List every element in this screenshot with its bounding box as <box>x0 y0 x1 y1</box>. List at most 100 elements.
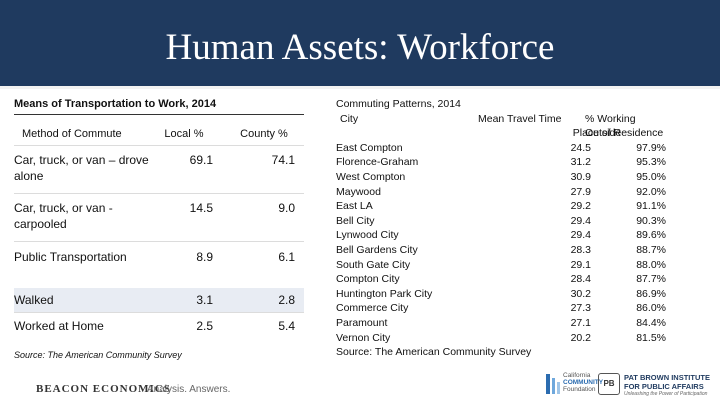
pct-outside-cell: 90.3% <box>636 214 666 227</box>
california-community-foundation-logo: California COMMUNITY Foundation <box>545 372 603 400</box>
row-county-value: 9.0 <box>278 201 295 215</box>
mean-travel-time-cell: 27.3 <box>570 302 591 315</box>
left-table-source: Source: The American Community Survey <box>14 350 182 360</box>
pct-outside-cell: 95.0% <box>636 170 666 183</box>
left-table-title: Means of Transportation to Work, 2014 <box>14 98 304 115</box>
table-row: Florence-Graham 31.2 95.3% <box>336 155 668 170</box>
slide-title: Human Assets: Workforce <box>165 27 555 68</box>
table-row: Lynwood City 29.4 89.6% <box>336 228 668 243</box>
tagline: Analysis. Answers. <box>147 384 231 395</box>
row-label: Worked at Home <box>14 319 104 333</box>
row-local-value: 2.5 <box>196 319 213 333</box>
table-row: West Compton 30.9 95.0% <box>336 170 668 185</box>
right-table-header: City Mean Travel Time % Working Outside <box>336 112 668 140</box>
mean-travel-time-cell: 30.2 <box>570 287 591 300</box>
right-table-source: Source: The American Community Survey <box>336 346 532 359</box>
row-divider <box>14 193 304 194</box>
beacon-economics-logo: BEACON ECONOMICS <box>36 383 171 395</box>
city-cell: Maywood <box>336 185 381 198</box>
pct-outside-cell: 95.3% <box>636 156 666 169</box>
mean-travel-time-cell: 28.3 <box>570 243 591 256</box>
banner-divider <box>0 86 720 89</box>
row-local-value: 3.1 <box>196 293 213 307</box>
pct-outside-cell: 88.7% <box>636 243 666 256</box>
row-band <box>14 288 304 312</box>
pct-outside-cell: 81.5% <box>636 331 666 344</box>
table-row: East Compton 24.5 97.9% <box>336 141 668 156</box>
pct-outside-cell: 84.4% <box>636 316 666 329</box>
city-cell: Lynwood City <box>336 229 399 242</box>
city-cell: West Compton <box>336 170 406 183</box>
header-place-of-residence: Place of Residence <box>572 127 664 140</box>
header-pct-working-outside: % Working Outside <box>585 112 636 140</box>
table-row: Huntington Park City 30.2 86.9% <box>336 287 668 302</box>
mean-travel-time-cell: 29.4 <box>570 229 591 242</box>
mean-travel-time-cell: 24.5 <box>570 141 591 154</box>
row-label: Car, truck, or van - carpooled <box>14 201 113 231</box>
right-table-title: Commuting Patterns, 2014 <box>336 98 461 110</box>
city-cell: Paramount <box>336 316 388 329</box>
pat-brown-logo-mark: PB <box>598 373 620 395</box>
mean-travel-time-cell: 30.9 <box>570 170 591 183</box>
mean-travel-time-cell: 29.2 <box>570 200 591 213</box>
row-label: Public Transportation <box>14 250 127 264</box>
mean-travel-time-cell: 27.9 <box>570 185 591 198</box>
city-cell: South Gate City <box>336 258 411 271</box>
header-method: Method of Commute <box>22 128 122 140</box>
pb-line2: FOR PUBLIC AFFAIRS <box>624 381 704 391</box>
title-banner <box>0 0 720 86</box>
city-cell: East Compton <box>336 141 403 154</box>
header-mean-travel-time: Mean Travel Time <box>478 112 562 125</box>
header-city: City <box>340 112 359 125</box>
table-row: Commerce City 27.3 86.0% <box>336 301 668 316</box>
row-divider <box>14 145 304 146</box>
row-local-value: 14.5 <box>189 201 213 215</box>
pb-line1: PAT BROWN INSTITUTE <box>624 373 710 382</box>
row-label: Walked <box>14 293 54 307</box>
pct-outside-cell: 87.7% <box>636 273 666 286</box>
mean-travel-time-cell: 28.4 <box>570 273 591 286</box>
city-cell: Commerce City <box>336 302 409 315</box>
table-row: Paramount 27.1 84.4% <box>336 316 668 331</box>
city-cell: Huntington Park City <box>336 287 433 300</box>
table-row: East LA 29.2 91.1% <box>336 199 668 214</box>
city-cell: Bell City <box>336 214 375 227</box>
mean-travel-time-cell: 27.1 <box>570 316 591 329</box>
mean-travel-time-cell: 29.4 <box>570 214 591 227</box>
row-local-value: 69.1 <box>189 153 213 167</box>
mean-travel-time-cell: 29.1 <box>570 258 591 271</box>
table-row: Vernon City 20.2 81.5% <box>336 331 668 346</box>
row-county-value: 74.1 <box>271 153 295 167</box>
mean-travel-time-cell: 20.2 <box>570 331 591 344</box>
pct-outside-cell: 86.0% <box>636 302 666 315</box>
right-table-header-sub: Place of Residence <box>336 126 668 141</box>
pct-outside-cell: 89.6% <box>636 229 666 242</box>
pct-outside-cell: 97.9% <box>636 141 666 154</box>
ccf-line2: COMMUNITY <box>563 379 604 386</box>
row-label: Car, truck, or van – drove alone <box>14 153 149 183</box>
table-row: Bell City 29.4 90.3% <box>336 214 668 229</box>
city-cell: Florence-Graham <box>336 156 419 169</box>
row-county-value: 6.1 <box>278 250 295 264</box>
pct-outside-cell: 92.0% <box>636 185 666 198</box>
row-divider <box>14 241 304 242</box>
table-row: South Gate City 29.1 88.0% <box>336 258 668 273</box>
commuting-patterns-table: Commuting Patterns, 2014 City Mean Trave… <box>336 97 668 360</box>
pat-brown-subtitle: Unleashing the Power of Participation <box>624 391 708 397</box>
ccf-mark-icon <box>546 374 560 394</box>
row-local-value: 8.9 <box>196 250 213 264</box>
row-county-value: 2.8 <box>278 293 295 307</box>
ccf-line3: Foundation <box>563 386 596 393</box>
row-county-value: 5.4 <box>278 319 295 333</box>
header-county: County % <box>240 128 288 140</box>
pct-outside-cell: 88.0% <box>636 258 666 271</box>
pct-outside-cell: 86.9% <box>636 287 666 300</box>
pat-brown-institute-name: PAT BROWN INSTITUTE FOR PUBLIC AFFAIRS <box>624 373 720 391</box>
header-local: Local % <box>164 128 204 140</box>
pct-outside-cell: 91.1% <box>636 200 666 213</box>
table-row: Compton City 28.4 87.7% <box>336 272 668 287</box>
city-cell: Bell Gardens City <box>336 243 418 256</box>
city-cell: Vernon City <box>336 331 391 344</box>
ccf-line1: California <box>563 372 591 379</box>
city-cell: East LA <box>336 200 373 213</box>
